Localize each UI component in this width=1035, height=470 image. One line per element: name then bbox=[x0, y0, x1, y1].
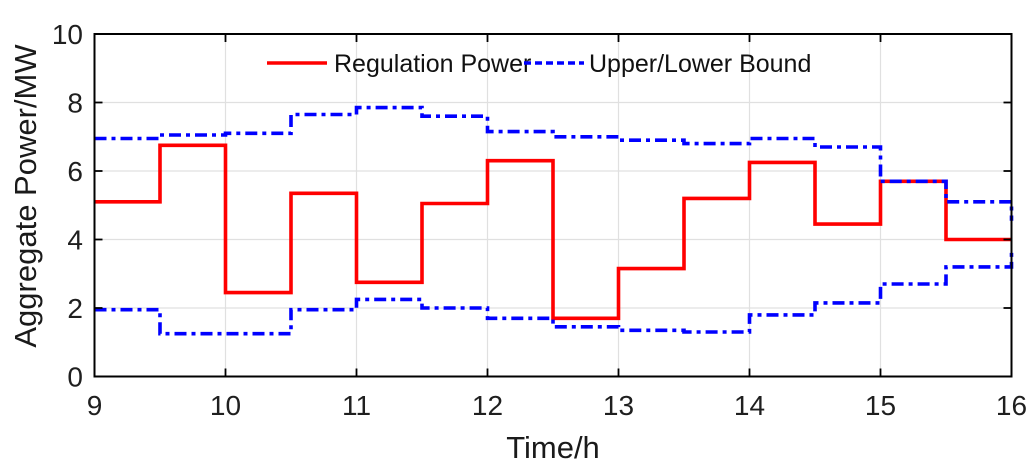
y-tick-label: 6 bbox=[67, 156, 83, 187]
x-tick-label: 16 bbox=[996, 390, 1027, 421]
y-tick-label: 8 bbox=[67, 88, 83, 119]
x-tick-label: 15 bbox=[865, 390, 896, 421]
y-tick-label: 2 bbox=[67, 293, 83, 324]
x-tick-label: 10 bbox=[210, 390, 241, 421]
y-tick-label: 10 bbox=[52, 19, 83, 50]
y-axis-label: Aggregate Power/MW bbox=[8, 44, 43, 348]
axes-box bbox=[93, 33, 1013, 378]
series-regulation-power bbox=[94, 143, 1012, 321]
x-tick-label: 14 bbox=[734, 390, 765, 421]
x-tick-label: 11 bbox=[342, 390, 371, 421]
x-tick-label: 13 bbox=[603, 390, 634, 421]
x-axis-label: Time/h bbox=[506, 430, 600, 465]
y-tick-label: 0 bbox=[67, 362, 83, 393]
series-upper-bound bbox=[94, 105, 1014, 221]
y-tick-label: 4 bbox=[67, 225, 83, 256]
x-tick-label: 12 bbox=[472, 390, 503, 421]
series-lower-bound bbox=[94, 251, 1014, 336]
x-tick-label: 9 bbox=[87, 390, 103, 421]
